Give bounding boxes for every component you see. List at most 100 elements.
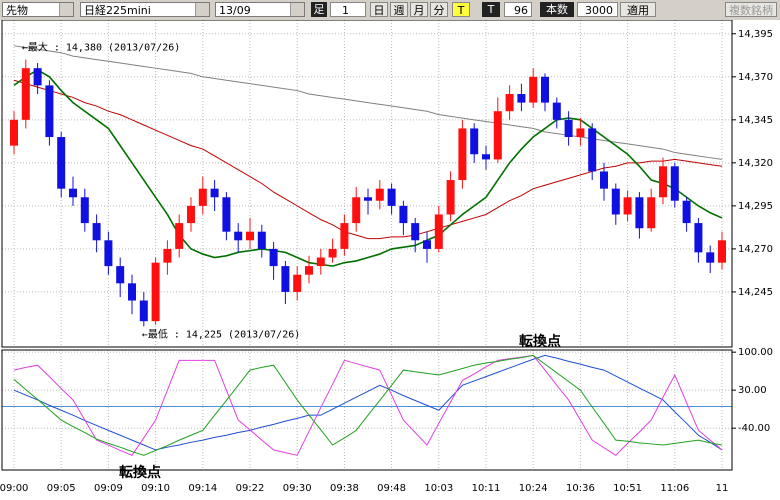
candle-body	[682, 200, 691, 224]
candle-body	[647, 197, 656, 229]
x-tick-label: 09:48	[377, 483, 406, 494]
moving-average	[13, 45, 723, 160]
period-button[interactable]: 週	[390, 2, 408, 17]
candle-body	[80, 197, 89, 224]
chart-background	[0, 20, 780, 500]
candle-body	[340, 223, 349, 249]
candle-body	[10, 119, 18, 146]
period-button[interactable]: 日	[370, 2, 388, 17]
candle-body	[529, 76, 538, 103]
x-tick-label: 10:24	[519, 483, 548, 494]
toolbar: 先物 日経225mini 13/09 足 1 日 週 月 分 T T 96 本数…	[0, 0, 780, 20]
y-tick-label: 30.00	[738, 385, 767, 396]
candle-body	[588, 128, 597, 172]
candle-body	[104, 240, 113, 267]
candle-body	[623, 197, 632, 215]
x-tick-label: 09:09	[94, 483, 123, 494]
candle-body	[163, 248, 172, 263]
candle-body	[470, 128, 479, 155]
period-button[interactable]: T	[452, 2, 470, 17]
max-annotation: ←最大 : 14,380 (2013/07/26)	[22, 41, 180, 54]
candle-body	[446, 180, 455, 215]
tick-count[interactable]: 96	[504, 2, 532, 17]
x-tick-label: 09:38	[330, 483, 359, 494]
candle-body	[234, 231, 243, 241]
turning-point-label: 転換点	[119, 464, 161, 481]
candle-body	[458, 128, 467, 181]
bar-step[interactable]: 1	[330, 2, 366, 17]
y-tick-label: -40.00	[738, 423, 770, 434]
moving-average	[13, 68, 723, 267]
candle-body	[269, 248, 278, 267]
candle-body	[399, 205, 408, 224]
candle-body	[328, 248, 337, 258]
candle-body	[187, 205, 195, 224]
turning-point-label: 転換点	[519, 333, 561, 350]
candle-body	[352, 197, 361, 224]
candle-body	[128, 283, 136, 301]
candle-body	[175, 223, 184, 249]
candle-body	[505, 94, 514, 112]
x-tick-label: 11:06	[660, 483, 689, 494]
market-select[interactable]: 先物	[2, 2, 74, 17]
candle-body	[423, 240, 431, 249]
candle-body	[257, 231, 266, 249]
contract-select[interactable]: 13/09	[215, 2, 305, 17]
candle-body	[706, 252, 715, 263]
candle-body	[635, 197, 644, 229]
y-tick-label: 14,395	[738, 29, 773, 40]
candle-body	[198, 188, 207, 206]
candle-body	[364, 197, 372, 201]
candle-body	[222, 197, 231, 232]
candle-body	[659, 166, 667, 198]
chart: 09:00 09:05 09:09 09:10 09:14 09:22 09:30 09:38…	[0, 20, 780, 500]
candle-body	[45, 85, 54, 138]
x-tick-label: 10:51	[613, 483, 642, 494]
x-tick-label: 09:10	[141, 483, 170, 494]
candle-body	[694, 223, 703, 253]
candle-body	[411, 223, 420, 241]
y-tick-label: 14,270	[738, 244, 773, 255]
candle-body	[151, 262, 160, 322]
period-button[interactable]: 分	[430, 2, 448, 17]
candle-body	[434, 214, 443, 249]
candle-body	[600, 171, 608, 189]
symbol-select[interactable]: 日経225mini	[80, 2, 210, 17]
candle-body	[116, 266, 125, 284]
x-tick-label: 09:30	[283, 483, 312, 494]
x-tick-label: 10:11	[472, 483, 501, 494]
candle-body	[576, 128, 585, 138]
x-tick-label: 09:05	[47, 483, 76, 494]
candle-body	[375, 188, 384, 201]
y-tick-label: 14,320	[738, 158, 773, 169]
panel-frame	[1, 20, 733, 348]
x-tick-label: 09:22	[236, 483, 265, 494]
oscillator-line	[13, 354, 723, 456]
oscillator-line	[13, 354, 723, 451]
oscillator-line	[13, 354, 723, 456]
candle-body	[670, 166, 679, 201]
y-tick-label: 14,245	[738, 287, 773, 298]
min-annotation: ←最低 : 14,225 (2013/07/26)	[142, 327, 300, 340]
candle-body	[564, 119, 573, 138]
candle-body	[210, 188, 219, 198]
x-tick-label: 11	[716, 483, 729, 494]
y-tick-label: 14,345	[738, 115, 773, 126]
y-tick-label: 14,370	[738, 72, 773, 83]
multi-button[interactable]: 複数銘柄	[725, 2, 777, 17]
candle-body	[517, 94, 526, 103]
x-tick-label: 09:00	[0, 483, 28, 494]
apply-button[interactable]: 適用	[620, 2, 656, 17]
x-tick-label: 09:14	[188, 483, 217, 494]
count-input[interactable]: 3000	[577, 2, 618, 17]
candle-body	[611, 188, 620, 215]
candle-body	[21, 68, 30, 120]
candle-body	[246, 231, 254, 241]
candle-body	[69, 188, 77, 198]
y-tick-label: 100.00	[738, 347, 773, 358]
y-tick-label: 14,295	[738, 201, 773, 212]
count-label: 本数	[540, 2, 574, 17]
candle-body	[718, 240, 726, 263]
period-button[interactable]: 月	[410, 2, 428, 17]
